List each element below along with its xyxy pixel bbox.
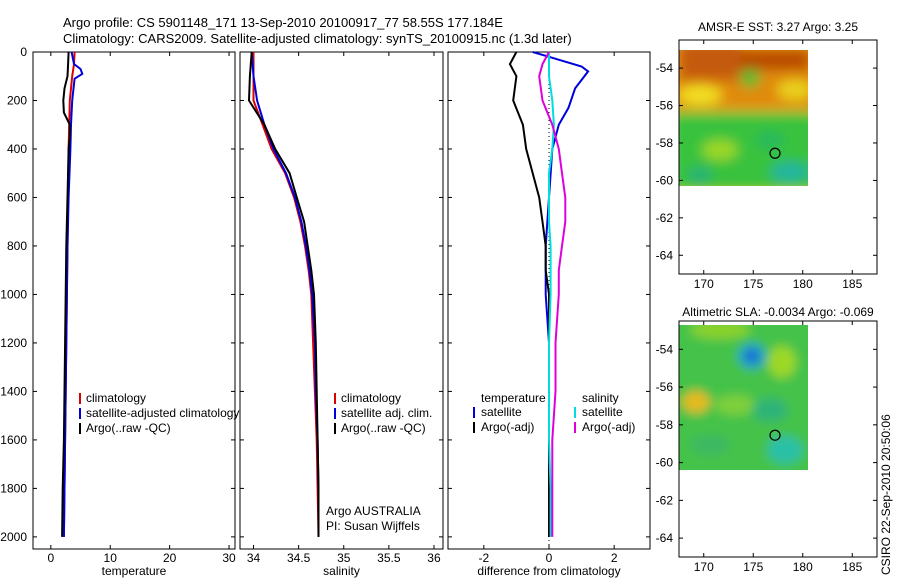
x-tick-label: 185	[842, 560, 862, 574]
header-line1: Argo profile: CS 5901148_171 13-Sep-2010…	[63, 15, 503, 30]
x-tick-label: 0	[546, 551, 553, 565]
x-tick-label: 170	[694, 277, 714, 291]
series-line-2	[61, 51, 71, 537]
series-line-1	[62, 51, 84, 537]
salinity-profile-panel: 34 34.5 35 35.5 36 salinity climatologysatelli…	[239, 51, 444, 578]
legend-label: Argo(..raw -QC)	[341, 421, 426, 435]
x-tick-label: 180	[793, 277, 813, 291]
y-tick-label: -62	[656, 493, 674, 507]
sst-heatmap	[679, 50, 808, 186]
argo-location-marker	[769, 147, 781, 159]
x-tick-label: -2	[479, 551, 490, 565]
sla-map-panel: Altimetric SLA: -0.0034 Argo: -0.069 170 1…	[656, 305, 878, 574]
legend-label: Argo(-adj)	[481, 420, 534, 434]
x-tick-label: 185	[842, 277, 862, 291]
y-tick-label: 1600	[0, 433, 27, 447]
y-tick-label: -62	[656, 211, 674, 225]
y-tick-label: -56	[656, 380, 674, 394]
x-axis-label: difference from climatology	[477, 564, 620, 578]
plot-frame	[32, 51, 236, 550]
x-tick-label: 175	[743, 560, 763, 574]
annotation: Argo AUSTRALIA	[326, 504, 421, 518]
legend-title-temperature: temperature	[481, 391, 546, 405]
x-tick-label: 34.5	[287, 551, 311, 565]
y-tick-label: 2000	[0, 530, 27, 544]
x-tick-label: 20	[163, 551, 177, 565]
legend-title-salinity: salinity	[582, 391, 619, 405]
x-tick-label: 35	[337, 551, 351, 565]
plot-frame	[239, 51, 444, 550]
legend-label: Argo(..raw -QC)	[86, 421, 171, 435]
legend-label: climatology	[341, 391, 401, 405]
y-tick-label: 1400	[0, 384, 27, 398]
y-tick-label: -58	[656, 136, 674, 150]
series-line-3	[538, 51, 567, 537]
y-tick-label: -58	[656, 418, 674, 432]
sst-map-panel: AMSR-E SST: 3.27 Argo: 3.25 170 175 180 185 -…	[656, 20, 878, 291]
x-tick-label: 2	[611, 551, 618, 565]
legend-label: satellite-adjusted climatology	[86, 406, 239, 420]
x-tick-label: 180	[793, 560, 813, 574]
y-tick-label: -60	[656, 456, 674, 470]
annotation: PI: Susan Wijffels	[326, 519, 420, 533]
argo-location-marker	[769, 429, 781, 441]
x-axis-label: temperature	[102, 564, 167, 578]
y-tick-label: 1000	[0, 287, 27, 301]
y-tick-label: -64	[656, 531, 674, 545]
y-tick-label: 1800	[0, 481, 27, 495]
y-tick-label: 1200	[0, 336, 27, 350]
x-axis-label: salinity	[323, 564, 360, 578]
x-tick-label: 34	[247, 551, 261, 565]
y-tick-label: 0	[20, 45, 27, 59]
y-tick-label: 400	[7, 142, 27, 156]
x-tick-label: 170	[694, 560, 714, 574]
y-tick-label: -54	[656, 342, 674, 356]
sla-heatmap	[679, 325, 808, 470]
y-tick-label: -54	[656, 61, 674, 75]
x-tick-label: 30	[222, 551, 236, 565]
map-title: AMSR-E SST: 3.27 Argo: 3.25	[698, 20, 858, 34]
series-line-0	[532, 51, 590, 537]
map-frame	[678, 320, 878, 558]
legend-label: satellite adj. clim.	[341, 406, 432, 420]
y-tick-label: 200	[7, 93, 27, 107]
temperature-profile-panel: 0 10 20 30 0 200 400 600 800 1000 1200 1400 1600 1800…	[0, 45, 239, 578]
x-tick-label: 35.5	[377, 551, 401, 565]
legend-label: satellite	[481, 405, 522, 419]
map-frame	[678, 39, 878, 275]
legend-label: satellite	[582, 405, 623, 419]
legend-label: climatology	[86, 391, 146, 405]
series-line-2	[548, 52, 555, 537]
y-tick-label: -64	[656, 248, 674, 262]
y-tick-label: -60	[656, 173, 674, 187]
x-tick-label: 36	[427, 551, 441, 565]
x-tick-label: 0	[47, 551, 54, 565]
legend-label: Argo(-adj)	[582, 420, 635, 434]
y-tick-label: -56	[656, 99, 674, 113]
header-line2: Climatology: CARS2009. Satellite-adjuste…	[63, 31, 572, 46]
series-line-2	[247, 51, 320, 537]
x-tick-label: 10	[104, 551, 118, 565]
y-tick-label: 600	[7, 190, 27, 204]
side-timestamp: CSIRO 22-Sep-2010 20:50:06	[879, 414, 893, 575]
y-tick-label: 800	[7, 239, 27, 253]
map-title: Altimetric SLA: -0.0034 Argo: -0.069	[682, 305, 874, 319]
x-tick-label: 175	[743, 277, 763, 291]
series-line-1	[508, 51, 550, 537]
